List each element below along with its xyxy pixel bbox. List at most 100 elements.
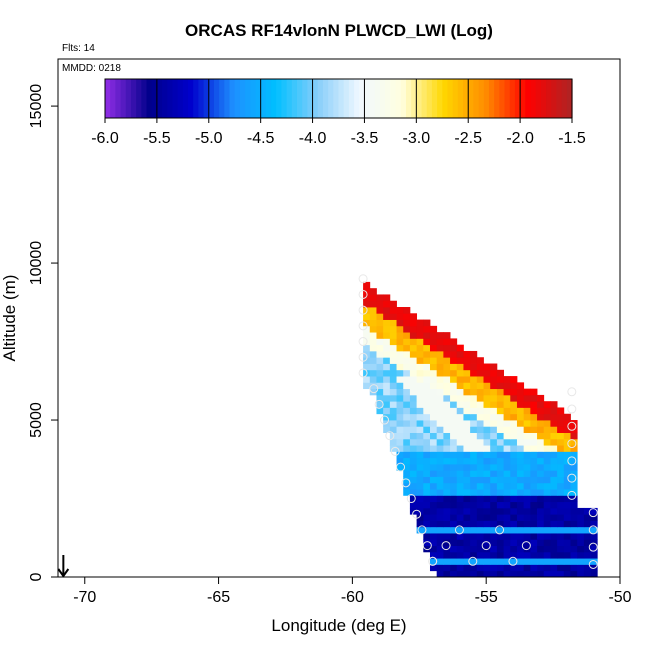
heatmap-cell <box>450 558 457 565</box>
colorbar-swatch <box>162 79 168 118</box>
heatmap-cell <box>557 414 564 421</box>
heatmap-cell <box>430 351 437 358</box>
heatmap-cell <box>584 564 591 571</box>
heatmap-cell <box>450 451 457 458</box>
heatmap-cell <box>450 514 457 521</box>
heatmap-cell <box>484 433 491 440</box>
heatmap-cell <box>443 420 450 427</box>
heatmap-cell <box>477 382 484 389</box>
heatmap-cell <box>550 414 557 421</box>
heatmap-cell <box>370 376 377 383</box>
heatmap-cell <box>417 338 424 345</box>
heatmap-cell <box>517 414 524 421</box>
heatmap-cell <box>564 571 571 578</box>
heatmap-cell <box>524 514 531 521</box>
heatmap-cell <box>537 414 544 421</box>
colorbar-swatch <box>147 79 153 118</box>
heatmap-cell <box>484 370 491 377</box>
colorbar-swatch <box>313 79 319 118</box>
heatmap-cell <box>497 433 504 440</box>
heatmap-cell <box>550 483 557 490</box>
heatmap-cell <box>403 320 410 327</box>
heatmap-cell <box>430 451 437 458</box>
heatmap-cell <box>504 564 511 571</box>
heatmap-cell <box>457 564 464 571</box>
heatmap-cell <box>437 332 444 339</box>
heatmap-cell <box>517 389 524 396</box>
heatmap-cell <box>570 539 577 546</box>
heatmap-cell <box>524 527 531 534</box>
colorbar-swatch <box>105 79 111 118</box>
heatmap-cell <box>383 364 390 371</box>
heatmap-cell <box>397 332 404 339</box>
heatmap-cell <box>417 439 424 446</box>
heatmap-cell <box>403 395 410 402</box>
heatmap-cell <box>423 407 430 414</box>
heatmap-cell <box>490 401 497 408</box>
heatmap-cell <box>410 420 417 427</box>
heatmap-cell <box>524 470 531 477</box>
heatmap-cell <box>443 439 450 446</box>
heatmap-cell <box>470 495 477 502</box>
heatmap-cell <box>423 477 430 484</box>
heatmap-cell <box>550 401 557 408</box>
heatmap-cell <box>383 376 390 383</box>
heatmap-cell <box>524 458 531 465</box>
heatmap-cell <box>550 533 557 540</box>
heatmap-cell <box>484 364 491 371</box>
heatmap-cell <box>537 489 544 496</box>
heatmap-cell <box>370 320 377 327</box>
heatmap-cell <box>530 389 537 396</box>
heatmap-cell <box>450 489 457 496</box>
colorbar-swatch <box>447 79 453 118</box>
heatmap-cell <box>410 483 417 490</box>
heatmap-cell <box>497 370 504 377</box>
heatmap-cell <box>423 470 430 477</box>
heatmap-cell <box>530 571 537 578</box>
heatmap-cell <box>457 502 464 509</box>
heatmap-cell <box>497 382 504 389</box>
heatmap-cell <box>524 426 531 433</box>
heatmap-cell <box>584 571 591 578</box>
colorbar-swatch <box>276 79 282 118</box>
x-tick-label: -70 <box>73 589 96 606</box>
heatmap-cell <box>397 389 404 396</box>
heatmap-cell <box>550 514 557 521</box>
heatmap-cell <box>423 414 430 421</box>
heatmap-cell <box>530 395 537 402</box>
heatmap-cell <box>564 414 571 421</box>
colorbar-swatch <box>240 79 246 118</box>
heatmap-cell <box>524 564 531 571</box>
heatmap-cell <box>443 414 450 421</box>
heatmap-cell <box>497 477 504 484</box>
heatmap-cell <box>490 395 497 402</box>
colorbar-swatch <box>401 79 407 118</box>
heatmap-cell <box>437 533 444 540</box>
heatmap-cell <box>390 338 397 345</box>
heatmap-cell <box>524 489 531 496</box>
heatmap-cell <box>437 401 444 408</box>
heatmap-cell <box>470 414 477 421</box>
heatmap-cell <box>410 326 417 333</box>
heatmap-cell <box>484 426 491 433</box>
heatmap-cell <box>437 445 444 452</box>
colorbar-swatch <box>219 79 225 118</box>
heatmap-cell <box>437 338 444 345</box>
heatmap-cell <box>510 489 517 496</box>
heatmap-cell <box>510 395 517 402</box>
heatmap-cell <box>470 546 477 553</box>
heatmap-cell <box>430 370 437 377</box>
colorbar-swatch <box>427 79 433 118</box>
heatmap-cell <box>463 370 470 377</box>
heatmap-cell <box>417 420 424 427</box>
heatmap-cell <box>370 326 377 333</box>
heatmap-cell <box>550 558 557 565</box>
heatmap-cell <box>557 439 564 446</box>
heatmap-cell <box>477 464 484 471</box>
heatmap-cell <box>504 426 511 433</box>
heatmap-cell <box>383 338 390 345</box>
heatmap-cell <box>557 445 564 452</box>
heatmap-cell <box>510 477 517 484</box>
heatmap-cell <box>463 445 470 452</box>
heatmap-cell <box>530 451 537 458</box>
